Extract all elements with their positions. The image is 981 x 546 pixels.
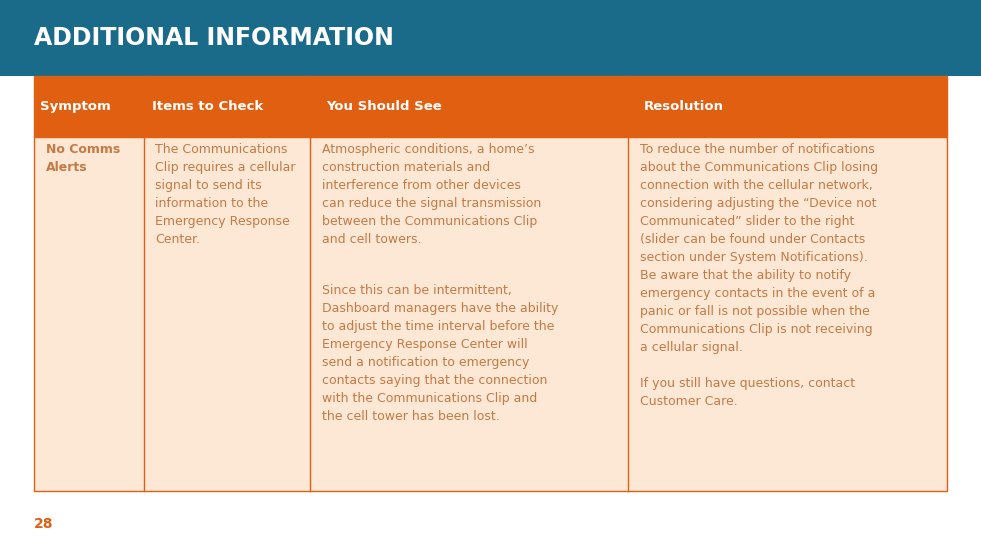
FancyBboxPatch shape [34,76,947,136]
Text: Symptom: Symptom [40,100,111,113]
Text: ADDITIONAL INFORMATION: ADDITIONAL INFORMATION [34,26,394,50]
Text: No Comms
Alerts: No Comms Alerts [46,143,121,174]
Text: Resolution: Resolution [645,100,724,113]
Text: Items to Check: Items to Check [152,100,263,113]
Text: Since this can be intermittent,
Dashboard managers have the ability
to adjust th: Since this can be intermittent, Dashboar… [322,284,558,423]
Text: Atmospheric conditions, a home’s
construction materials and
interference from ot: Atmospheric conditions, a home’s constru… [322,143,541,246]
Text: The Communications
Clip requires a cellular
signal to send its
information to th: The Communications Clip requires a cellu… [155,143,296,246]
Text: You Should See: You Should See [326,100,441,113]
Text: 28: 28 [34,517,54,531]
Text: To reduce the number of notifications
about the Communications Clip losing
conne: To reduce the number of notifications ab… [640,143,878,408]
FancyBboxPatch shape [0,0,981,76]
FancyBboxPatch shape [34,136,947,491]
